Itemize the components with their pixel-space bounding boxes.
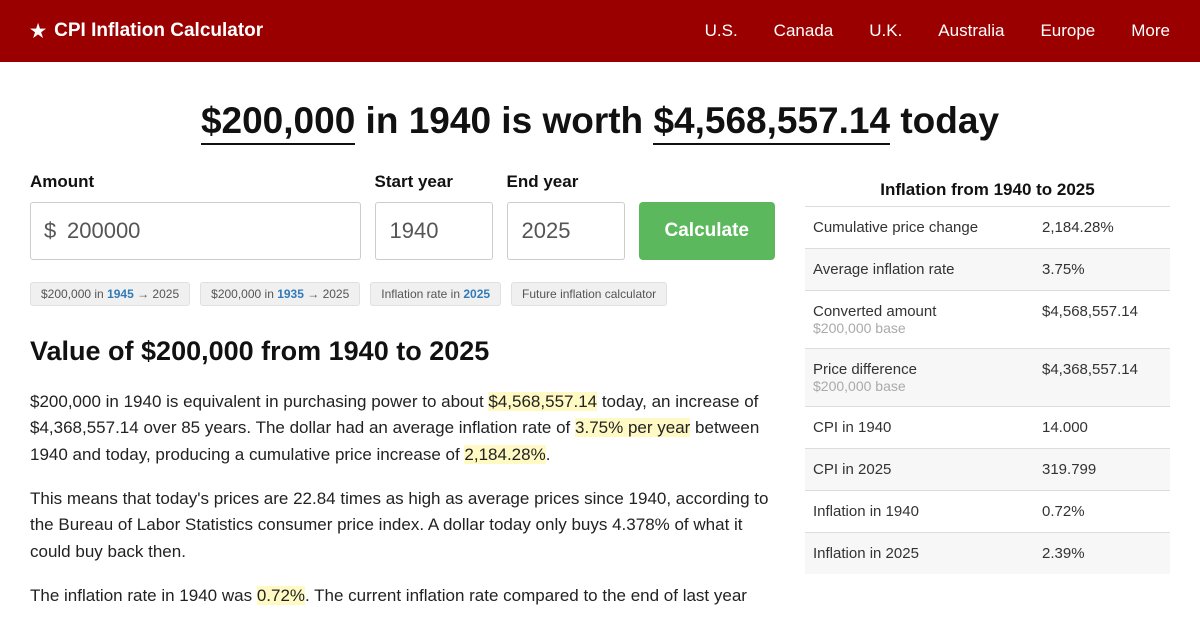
amount-label: Amount (30, 172, 361, 192)
pill-link[interactable]: Inflation rate in 2025 (370, 282, 501, 306)
nav-more[interactable]: More (1131, 21, 1170, 41)
stat-label: CPI in 2025 (813, 461, 1042, 478)
sidebar-stats: Inflation from 1940 to 2025 Cumulative p… (805, 172, 1170, 627)
stat-row: CPI in 2025319.799 (805, 448, 1170, 490)
top-nav: U.S. Canada U.K. Australia Europe More (705, 21, 1170, 41)
stat-value: $4,568,557.14 (1042, 303, 1162, 336)
nav-canada[interactable]: Canada (774, 21, 834, 41)
stat-value: 2.39% (1042, 545, 1162, 562)
paragraph-1: $200,000 in 1940 is equivalent in purcha… (30, 389, 775, 468)
end-year-label: End year (507, 172, 625, 192)
dollar-icon: $ (44, 218, 56, 244)
stat-value: 14.000 (1042, 419, 1162, 436)
stat-value: 0.72% (1042, 503, 1162, 520)
headline-result: $4,568,557.14 (653, 100, 890, 145)
stat-value: 319.799 (1042, 461, 1162, 478)
stat-row: CPI in 194014.000 (805, 406, 1170, 448)
nav-europe[interactable]: Europe (1040, 21, 1095, 41)
stat-row: Price difference$200,000 base$4,368,557.… (805, 348, 1170, 406)
related-pills: $200,000 in 1945 → 2025 $200,000 in 1935… (30, 282, 775, 306)
nav-us[interactable]: U.S. (705, 21, 738, 41)
headline: $200,000 in 1940 is worth $4,568,557.14 … (0, 100, 1200, 142)
section-title: Value of $200,000 from 1940 to 2025 (30, 336, 775, 367)
stat-value: $4,368,557.14 (1042, 361, 1162, 394)
stat-label: Cumulative price change (813, 219, 1042, 236)
logo[interactable]: ★ CPI Inflation Calculator (30, 20, 263, 42)
pill-link[interactable]: Future inflation calculator (511, 282, 667, 306)
headline-amount: $200,000 (201, 100, 355, 145)
stat-label: Inflation in 1940 (813, 503, 1042, 520)
stat-label: Average inflation rate (813, 261, 1042, 278)
stat-row: Cumulative price change2,184.28% (805, 206, 1170, 248)
paragraph-2: This means that today's prices are 22.84… (30, 486, 775, 565)
stat-label: Converted amount$200,000 base (813, 303, 1042, 336)
stat-value: 3.75% (1042, 261, 1162, 278)
start-year-label: Start year (375, 172, 493, 192)
paragraph-3: The inflation rate in 1940 was 0.72%. Th… (30, 583, 775, 609)
pill-link[interactable]: $200,000 in 1935 → 2025 (200, 282, 360, 306)
stat-row: Inflation in 19400.72% (805, 490, 1170, 532)
nav-uk[interactable]: U.K. (869, 21, 902, 41)
stat-label: CPI in 1940 (813, 419, 1042, 436)
amount-input[interactable] (30, 202, 361, 260)
pill-link[interactable]: $200,000 in 1945 → 2025 (30, 282, 190, 306)
nav-australia[interactable]: Australia (938, 21, 1004, 41)
stat-row: Average inflation rate3.75% (805, 248, 1170, 290)
stat-label: Price difference$200,000 base (813, 361, 1042, 394)
stat-row: Converted amount$200,000 base$4,568,557.… (805, 290, 1170, 348)
start-year-input[interactable] (375, 202, 493, 260)
stat-value: 2,184.28% (1042, 219, 1162, 236)
calculator-form: Amount $ Start year End year Calculate (30, 172, 775, 260)
stat-row: Inflation in 20252.39% (805, 532, 1170, 574)
stat-label: Inflation in 2025 (813, 545, 1042, 562)
calculate-button[interactable]: Calculate (639, 202, 775, 260)
logo-text: CPI Inflation Calculator (54, 20, 263, 42)
end-year-input[interactable] (507, 202, 625, 260)
header-bar: ★ CPI Inflation Calculator U.S. Canada U… (0, 0, 1200, 62)
star-icon: ★ (30, 21, 46, 42)
sidebar-title: Inflation from 1940 to 2025 (805, 172, 1170, 206)
